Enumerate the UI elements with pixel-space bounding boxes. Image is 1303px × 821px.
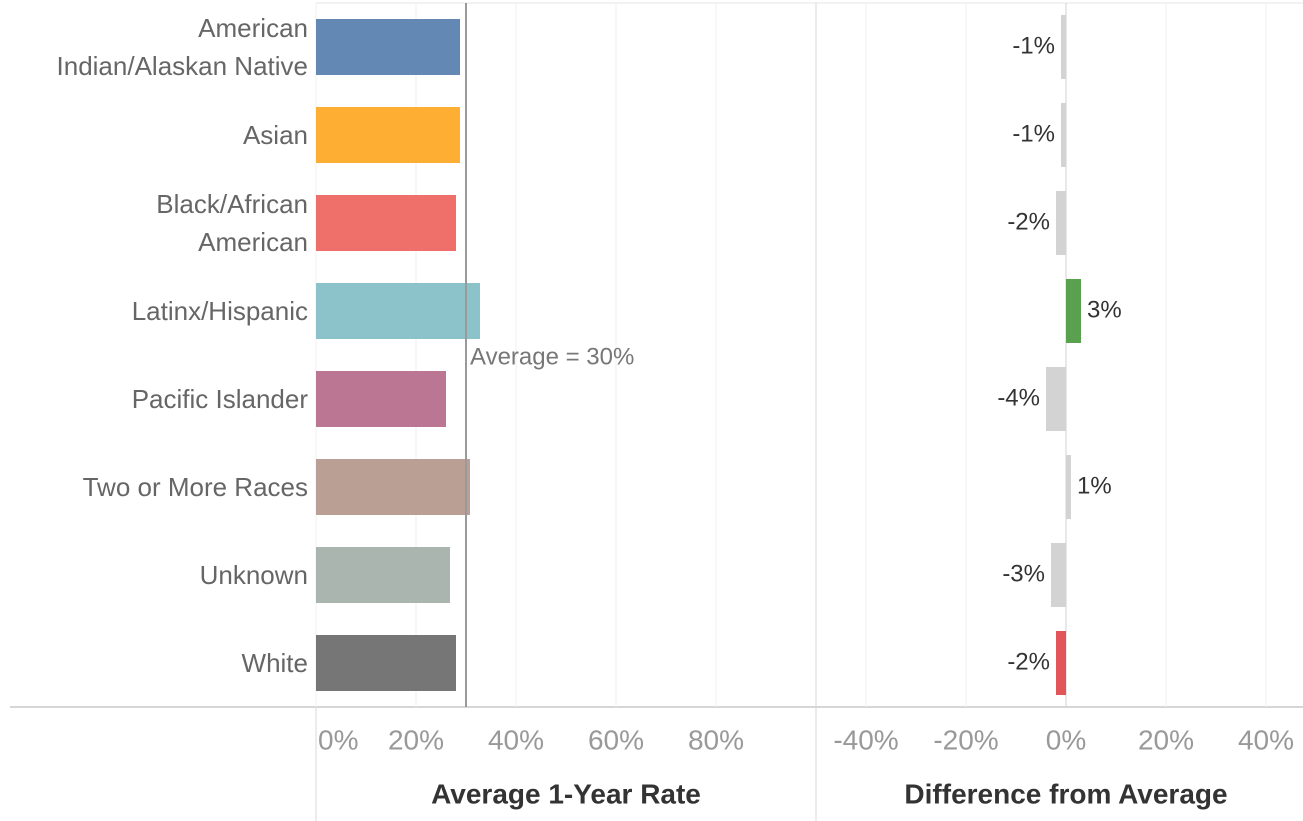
bar xyxy=(316,371,446,427)
x-tick-label: -20% xyxy=(933,724,998,755)
bar xyxy=(316,283,480,339)
data-label: -3% xyxy=(1002,560,1045,587)
category-label: Pacific Islander xyxy=(131,384,308,414)
bar xyxy=(316,635,456,691)
category-label: White xyxy=(241,648,308,678)
category-label: Black/African American xyxy=(156,189,308,257)
bar xyxy=(1056,191,1066,255)
category-label: Latinx/Hispanic xyxy=(131,296,308,326)
data-label: -2% xyxy=(1007,208,1050,235)
category-label: Asian xyxy=(242,120,308,150)
axis-title: Difference from Average xyxy=(904,778,1227,809)
data-label: -2% xyxy=(1007,648,1050,675)
bar xyxy=(316,195,456,251)
x-tick-label: 60% xyxy=(588,724,644,755)
x-tick-label: 40% xyxy=(488,724,544,755)
bar xyxy=(1061,103,1066,167)
bar xyxy=(316,107,460,163)
category-label: Two or More Races xyxy=(82,472,308,502)
data-label: -1% xyxy=(1012,120,1055,147)
x-tick-label: -40% xyxy=(833,724,898,755)
bar xyxy=(1061,15,1066,79)
data-label: 1% xyxy=(1077,472,1112,499)
reference-label: Average = 30% xyxy=(470,343,634,370)
bar xyxy=(316,459,470,515)
data-label: -4% xyxy=(997,384,1040,411)
bar xyxy=(1051,543,1066,607)
bar xyxy=(1066,455,1071,519)
category-label: American Indian/Alaskan Native xyxy=(56,13,308,81)
bar xyxy=(316,19,460,75)
x-tick-label: 0% xyxy=(1046,724,1086,755)
bar xyxy=(1046,367,1066,431)
category-label: Unknown xyxy=(199,560,308,590)
marks xyxy=(316,15,1081,695)
axis-title: Average 1-Year Rate xyxy=(431,778,701,809)
data-label: -1% xyxy=(1012,32,1055,59)
bar xyxy=(1066,279,1081,343)
x-tick-label: 0% xyxy=(318,724,358,755)
data-label: 3% xyxy=(1087,296,1122,323)
x-tick-label: 40% xyxy=(1238,724,1294,755)
x-tick-label: 80% xyxy=(688,724,744,755)
bar xyxy=(316,547,450,603)
x-tick-label: 20% xyxy=(1138,724,1194,755)
bar xyxy=(1056,631,1066,695)
x-tick-label: 20% xyxy=(388,724,444,755)
